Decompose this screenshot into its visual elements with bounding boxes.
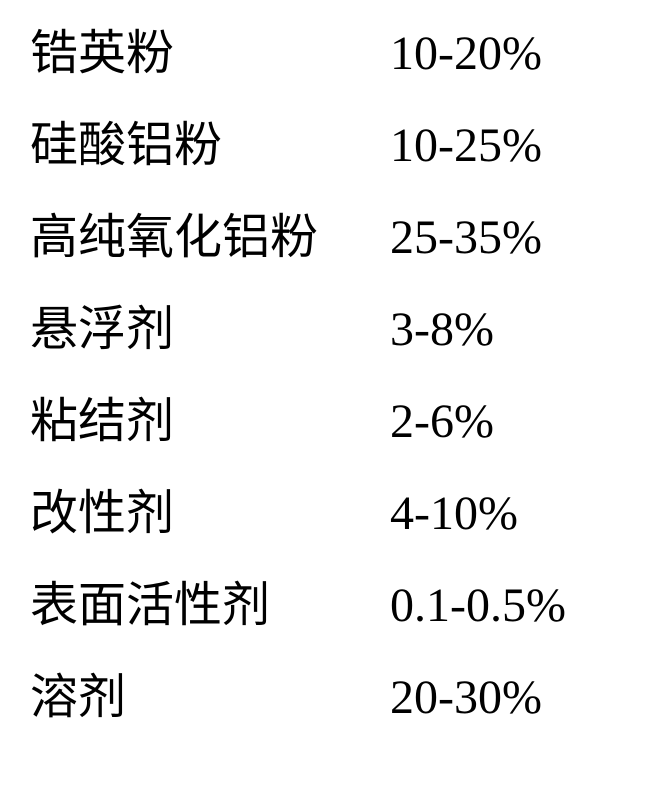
ingredient-label: 粘结剂 bbox=[30, 398, 390, 446]
ingredient-value: 2-6% bbox=[390, 398, 494, 446]
table-row: 高纯氧化铝粉 25-35% bbox=[30, 214, 637, 262]
ingredient-label: 硅酸铝粉 bbox=[30, 122, 390, 170]
ingredient-label: 高纯氧化铝粉 bbox=[30, 214, 390, 262]
ingredient-value: 0.1-0.5% bbox=[390, 582, 566, 630]
ingredient-value: 25-35% bbox=[390, 214, 542, 262]
ingredient-value: 3-8% bbox=[390, 306, 494, 354]
ingredient-label: 悬浮剂 bbox=[30, 306, 390, 354]
ingredient-label: 表面活性剂 bbox=[30, 582, 390, 630]
table-row: 粘结剂 2-6% bbox=[30, 398, 637, 446]
table-row: 锆英粉 10-20% bbox=[30, 30, 637, 78]
ingredient-value: 10-20% bbox=[390, 30, 542, 78]
ingredient-value: 10-25% bbox=[390, 122, 542, 170]
ingredient-value: 4-10% bbox=[390, 490, 518, 538]
ingredient-value: 20-30% bbox=[390, 674, 542, 722]
table-row: 硅酸铝粉 10-25% bbox=[30, 122, 637, 170]
table-row: 表面活性剂 0.1-0.5% bbox=[30, 582, 637, 630]
table-row: 改性剂 4-10% bbox=[30, 490, 637, 538]
table-row: 溶剂 20-30% bbox=[30, 674, 637, 722]
ingredient-label: 锆英粉 bbox=[30, 30, 390, 78]
ingredient-label: 改性剂 bbox=[30, 490, 390, 538]
composition-table: 锆英粉 10-20% 硅酸铝粉 10-25% 高纯氧化铝粉 25-35% 悬浮剂… bbox=[0, 0, 667, 796]
ingredient-label: 溶剂 bbox=[30, 674, 390, 722]
table-row: 悬浮剂 3-8% bbox=[30, 306, 637, 354]
